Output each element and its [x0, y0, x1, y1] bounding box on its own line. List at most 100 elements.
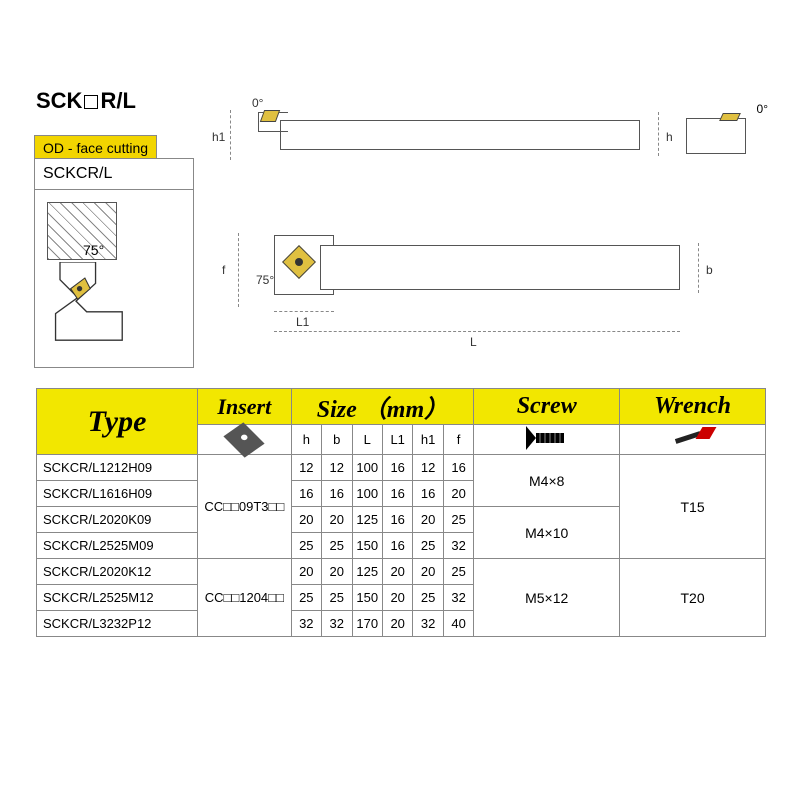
num-cell: 25: [413, 533, 443, 559]
col-wrench: Wrench: [620, 389, 766, 425]
screw-hole-icon: [295, 258, 303, 266]
num-cell: 16: [291, 481, 321, 507]
col-type: Type: [37, 389, 198, 455]
num-cell: 12: [291, 455, 321, 481]
num-cell: 125: [352, 507, 382, 533]
wrench-cell: T15: [620, 455, 766, 559]
num-cell: 32: [322, 611, 352, 637]
zero-angle-right: 0°: [757, 102, 768, 116]
geometry-angle: 75°: [83, 242, 104, 258]
spec-table: Type Insert Size （mm） Screw Wrench h b L…: [36, 388, 766, 637]
num-cell: 25: [291, 585, 321, 611]
label-L: L: [470, 335, 477, 349]
insert-cell: CC□□09T3□□: [198, 455, 292, 559]
num-cell: 100: [352, 481, 382, 507]
subcol-h: h: [291, 425, 321, 455]
insert-cell: CC□□1204□□: [198, 559, 292, 637]
wrench-icon-cell: [620, 425, 766, 455]
num-cell: 25: [291, 533, 321, 559]
label-h1: h1: [212, 130, 225, 144]
num-cell: 16: [413, 481, 443, 507]
tool-top-view: f 75° L1 L b: [220, 215, 720, 335]
num-cell: 12: [413, 455, 443, 481]
num-cell: 25: [443, 559, 473, 585]
type-cell: SCKCR/L2525M12: [37, 585, 198, 611]
screw-icon: [526, 430, 568, 446]
num-cell: 20: [382, 611, 412, 637]
title-suffix: R/L: [100, 88, 135, 113]
dim-line-h1: [230, 110, 231, 160]
label-b: b: [706, 263, 713, 277]
table-row: SCKCR/L2020K12CC□□1204□□2020125202025M5×…: [37, 559, 766, 585]
num-cell: 150: [352, 533, 382, 559]
num-cell: 16: [443, 455, 473, 481]
num-cell: 25: [322, 533, 352, 559]
label-L1: L1: [296, 315, 309, 329]
type-cell: SCKCR/L2020K09: [37, 507, 198, 533]
insert-icon-cell: [198, 425, 292, 455]
shank-top-icon: [320, 245, 680, 290]
label-f: f: [222, 263, 225, 277]
type-cell: SCKCR/L2525M09: [37, 533, 198, 559]
wrench-cell: T20: [620, 559, 766, 637]
num-cell: 25: [443, 507, 473, 533]
num-cell: 20: [382, 585, 412, 611]
type-cell: SCKCR/L2020K12: [37, 559, 198, 585]
subcol-h1: h1: [413, 425, 443, 455]
table-row: SCKCR/L1212H09CC□□09T3□□1212100161216M4×…: [37, 455, 766, 481]
tool-end-view: 0°: [686, 106, 766, 166]
wrench-icon: [675, 429, 711, 447]
num-cell: 16: [382, 481, 412, 507]
geometry-subtitle: SCKCR/L: [35, 159, 193, 190]
type-cell: SCKCR/L1616H09: [37, 481, 198, 507]
type-cell: SCKCR/L1212H09: [37, 455, 198, 481]
num-cell: 32: [443, 585, 473, 611]
dim-line-f: [238, 233, 239, 307]
num-cell: 20: [291, 559, 321, 585]
num-cell: 25: [413, 585, 443, 611]
num-cell: 20: [322, 507, 352, 533]
col-insert: Insert: [198, 389, 292, 425]
dim-line-L: [274, 331, 680, 332]
num-cell: 16: [382, 533, 412, 559]
num-cell: 32: [291, 611, 321, 637]
tool-geometry-icon: [45, 262, 155, 342]
end-box-icon: [686, 118, 746, 154]
num-cell: 16: [322, 481, 352, 507]
screw-cell: M5×12: [474, 559, 620, 637]
num-cell: 40: [443, 611, 473, 637]
table-header-row: Type Insert Size （mm） Screw Wrench: [37, 389, 766, 425]
dim-line-b: [698, 243, 699, 293]
subcol-L1: L1: [382, 425, 412, 455]
num-cell: 16: [382, 455, 412, 481]
num-cell: 100: [352, 455, 382, 481]
num-cell: 16: [382, 507, 412, 533]
label-h: h: [666, 130, 673, 144]
table-body: SCKCR/L1212H09CC□□09T3□□1212100161216M4×…: [37, 455, 766, 637]
type-cell: SCKCR/L3232P12: [37, 611, 198, 637]
num-cell: 20: [413, 507, 443, 533]
num-cell: 12: [322, 455, 352, 481]
placeholder-box-icon: [84, 95, 98, 109]
num-cell: 125: [352, 559, 382, 585]
page-title: SCK R/L: [36, 88, 136, 114]
num-cell: 170: [352, 611, 382, 637]
zero-angle-left: 0°: [252, 96, 263, 110]
subcol-f: f: [443, 425, 473, 455]
subcol-L: L: [352, 425, 382, 455]
col-size: Size （mm）: [291, 389, 474, 425]
insert-icon: [224, 422, 265, 457]
num-cell: 32: [413, 611, 443, 637]
subcol-b: b: [322, 425, 352, 455]
label-75: 75°: [256, 273, 274, 287]
num-cell: 150: [352, 585, 382, 611]
screw-cell: M4×10: [474, 507, 620, 559]
title-prefix: SCK: [36, 88, 82, 113]
dim-line-h: [658, 112, 659, 156]
num-cell: 20: [413, 559, 443, 585]
end-insert-icon: [719, 113, 741, 121]
screw-cell: M4×8: [474, 455, 620, 507]
geometry-panel: SCKCR/L 75°: [34, 158, 194, 368]
col-screw: Screw: [474, 389, 620, 425]
num-cell: 32: [443, 533, 473, 559]
